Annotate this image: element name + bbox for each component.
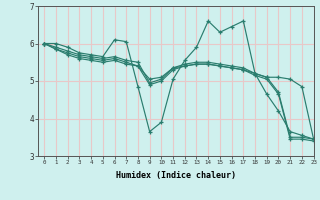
X-axis label: Humidex (Indice chaleur): Humidex (Indice chaleur) [116,171,236,180]
